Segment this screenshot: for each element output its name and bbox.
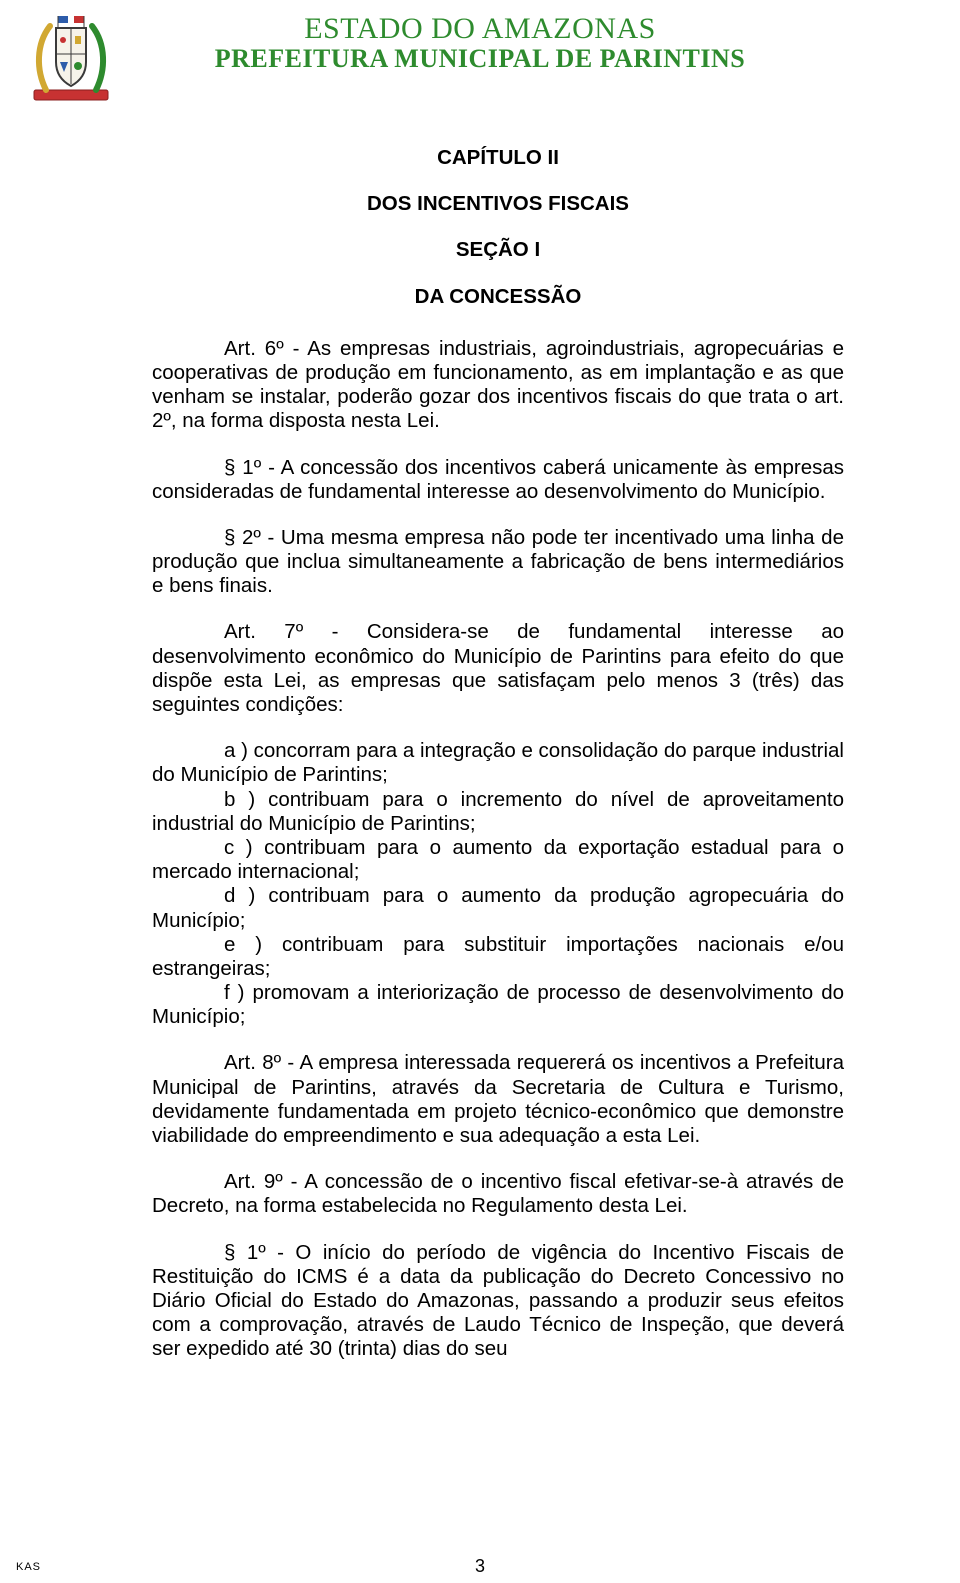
condition-b: b ) contribuam para o incremento do níve… (152, 788, 844, 836)
article-8: Art. 8º - A empresa interessada requerer… (152, 1051, 844, 1148)
condition-e: e ) contribuam para substituir importaçõ… (152, 933, 844, 981)
paragraph-1: § 1º - A concessão dos incentivos caberá… (152, 456, 844, 504)
document-page: ESTADO DO AMAZONAS PREFEITURA MUNICIPAL … (0, 0, 960, 1583)
footer-marker: KAS (16, 1561, 41, 1573)
condition-f: f ) promovam a interiorização de process… (152, 981, 844, 1029)
letterhead: ESTADO DO AMAZONAS PREFEITURA MUNICIPAL … (0, 12, 960, 74)
page-number: 3 (475, 1556, 485, 1577)
article-6: Art. 6º - As empresas industriais, agroi… (152, 337, 844, 434)
state-name: ESTADO DO AMAZONAS (0, 12, 960, 46)
condition-a: a ) concorram para a integração e consol… (152, 739, 844, 787)
condition-c: c ) contribuam para o aumento da exporta… (152, 836, 844, 884)
condition-d: d ) contribuam para o aumento da produçã… (152, 884, 844, 932)
municipal-crest-icon (28, 12, 114, 109)
document-body: CAPÍTULO II DOS INCENTIVOS FISCAIS SEÇÃO… (0, 74, 960, 1362)
city-name: PREFEITURA MUNICIPAL DE PARINTINS (0, 44, 960, 74)
article-7: Art. 7º - Considera-se de fundamental in… (152, 620, 844, 717)
chapter-heading: CAPÍTULO II (152, 146, 844, 170)
section-heading: SEÇÃO I (152, 238, 844, 262)
article-9: Art. 9º - A concessão de o incentivo fis… (152, 1170, 844, 1218)
paragraph-9-1: § 1º - O início do período de vigência d… (152, 1241, 844, 1362)
section-title-heading: DA CONCESSÃO (152, 285, 844, 309)
paragraph-2: § 2º - Uma mesma empresa não pode ter in… (152, 526, 844, 599)
subject-heading: DOS INCENTIVOS FISCAIS (152, 192, 844, 216)
